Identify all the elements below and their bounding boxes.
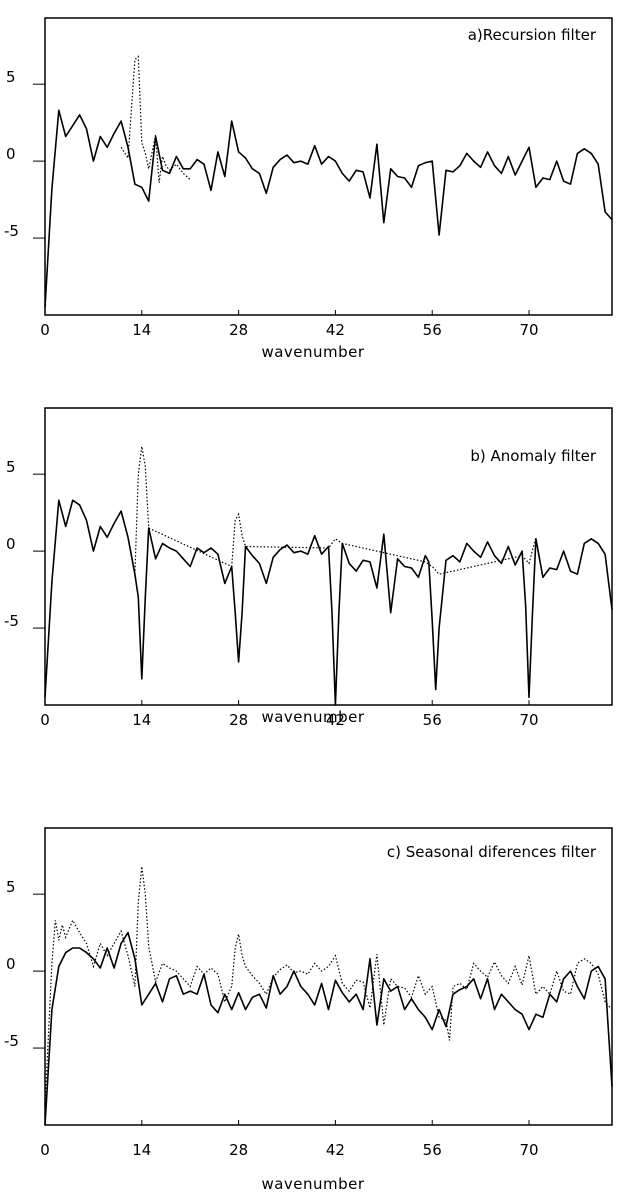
y-tick-label: 0 [6,535,16,553]
x-tick-layer: 0 14 28 42 56 70 [40,700,539,729]
x-tick-label: 70 [519,321,538,339]
x-axis-label: wavenumber [261,1175,364,1193]
chart-b: b) Anomaly filter 0 14 28 42 56 70 5 0 -5 waven… [4,407,613,729]
y-tick-layer: 5 0 -5 [4,878,45,1050]
series-layer [44,446,613,706]
x-tick-label: 42 [326,1141,345,1159]
plot-frame [44,827,613,1126]
y-tick-label: -5 [4,1032,19,1050]
x-tick-label: 14 [132,711,151,729]
x-tick-layer: 0 14 28 42 56 70 [40,1120,539,1159]
y-tick-label: 0 [6,955,16,973]
x-tick-label: 56 [423,711,442,729]
x-tick-label: 56 [423,1141,442,1159]
x-tick-label: 28 [229,1141,248,1159]
chart-title: c) Seasonal diferences filter [387,843,597,861]
y-tick-label: 5 [6,68,16,86]
y-tick-layer: 5 0 -5 [4,458,45,630]
x-tick-label: 56 [423,321,442,339]
series-line-solid [44,109,613,308]
series-layer [44,866,613,1126]
series-line-solid [44,499,613,706]
x-tick-layer: 0 14 28 42 56 70 [40,310,539,339]
x-tick-label: 28 [229,711,248,729]
y-tick-label: 0 [6,145,16,163]
y-tick-layer: 5 0 -5 [4,68,45,240]
chart-title: b) Anomaly filter [470,447,596,465]
x-tick-label: 70 [519,1141,538,1159]
x-tick-label: 70 [519,711,538,729]
x-axis-label: wavenumber [261,708,364,726]
panel-c: c) Seasonal diferences filter 0 14 28 42 56 7… [0,810,618,1199]
chart-title: a)Recursion filter [468,26,597,44]
plot-frame [44,17,613,316]
x-tick-label: 42 [326,711,345,729]
series-layer [44,55,613,308]
plot-frame [44,407,613,706]
series-line-dotted [134,446,537,575]
y-tick-label: -5 [4,222,19,240]
y-tick-label: -5 [4,612,19,630]
chart-c: c) Seasonal diferences filter 0 14 28 42 56 7… [4,827,613,1193]
x-tick-label: 42 [326,321,345,339]
panel-b: b) Anomaly filter 0 14 28 42 56 70 5 0 -5 waven… [0,390,618,780]
chart-a: a)Recursion filter 0 14 28 42 56 70 5 0 -5 wave… [4,17,613,361]
x-tick-label: 0 [40,1141,50,1159]
series-line-solid [44,931,613,1126]
series-line-dotted [44,866,613,1107]
x-tick-label: 14 [132,1141,151,1159]
x-axis-label: wavenumber [261,343,364,361]
x-tick-label: 28 [229,321,248,339]
x-tick-label: 0 [40,711,50,729]
x-tick-label: 14 [132,321,151,339]
y-tick-label: 5 [6,878,16,896]
x-tick-label: 0 [40,321,50,339]
series-line-dotted [120,55,191,183]
y-tick-label: 5 [6,458,16,476]
panel-a: a)Recursion filter 0 14 28 42 56 70 5 0 -5 wave… [0,0,618,370]
